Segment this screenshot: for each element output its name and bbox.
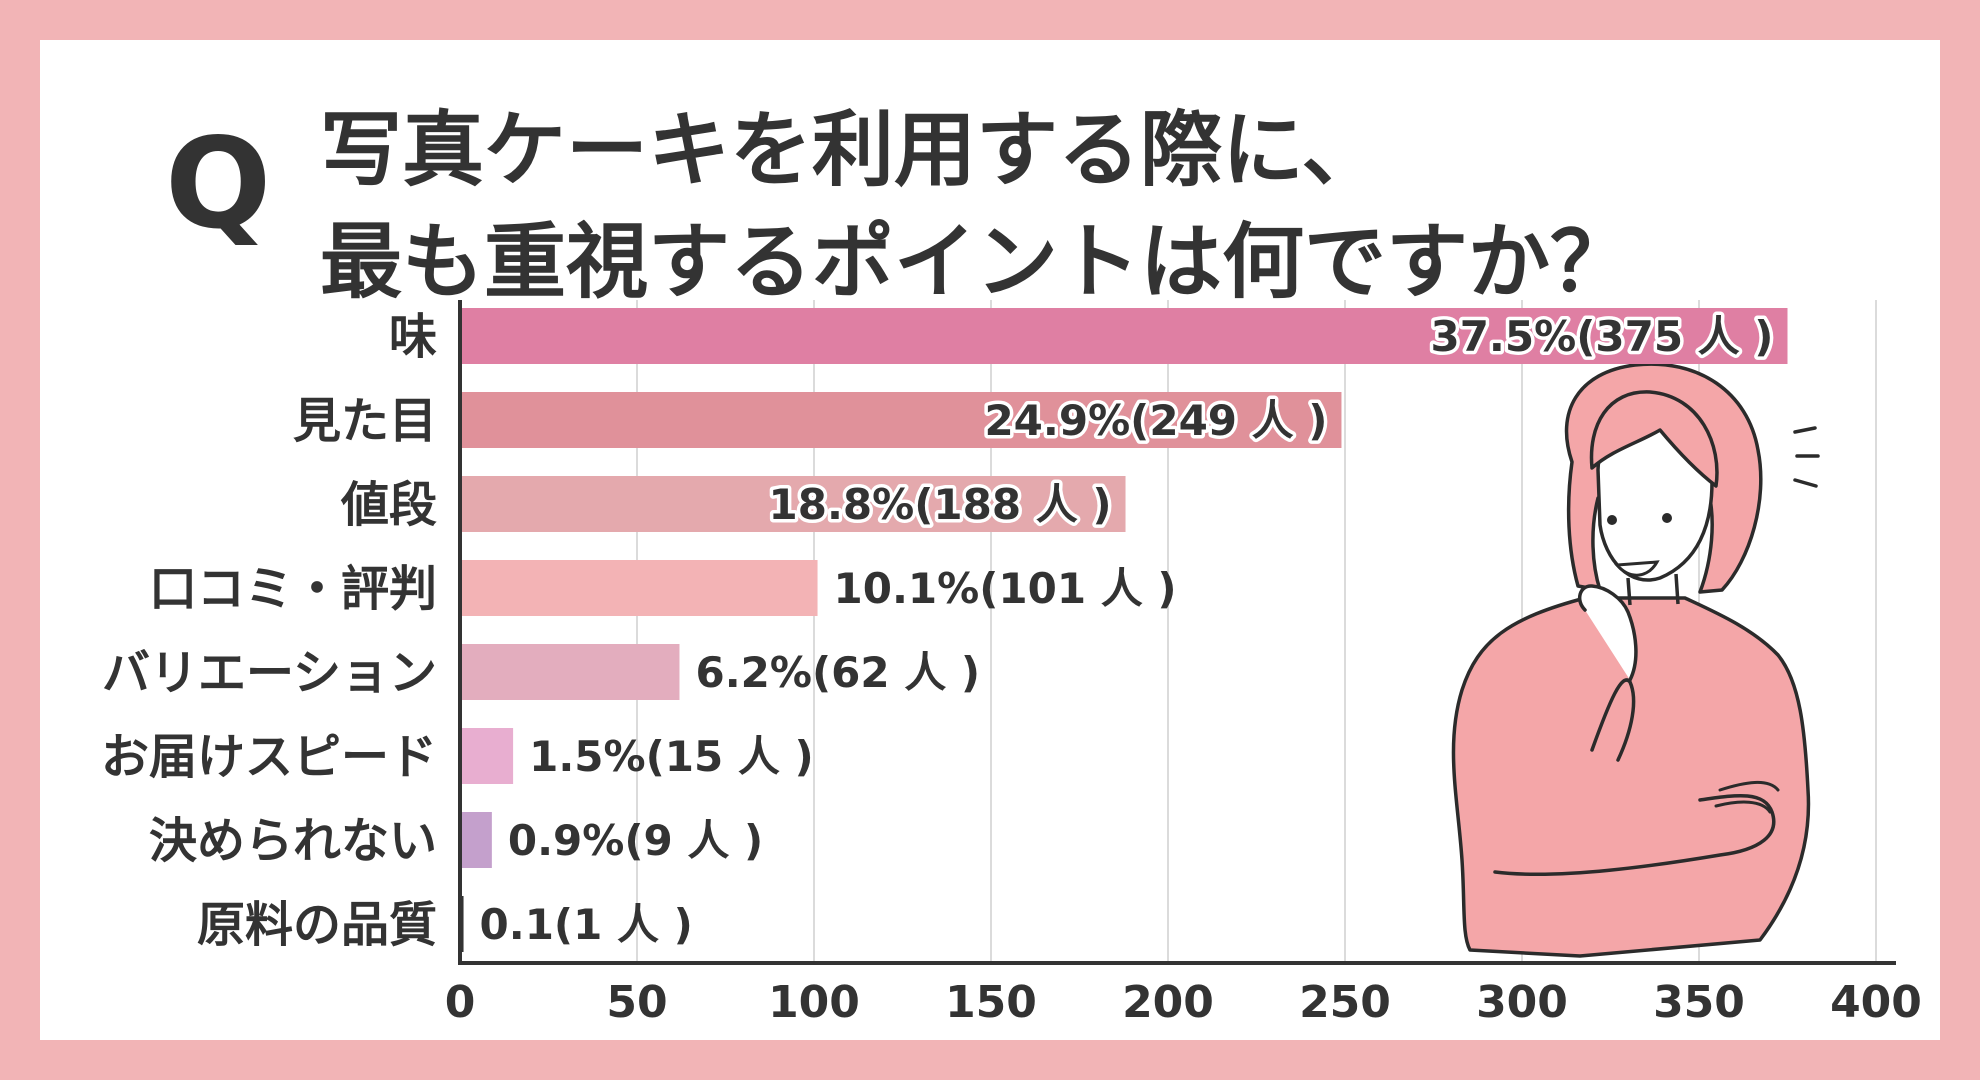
category-label: お届けスピード bbox=[101, 729, 437, 785]
x-tick-label: 0 bbox=[445, 977, 476, 1028]
bar bbox=[460, 812, 492, 868]
category-label: 値段 bbox=[340, 477, 437, 533]
data-label: 10.1%(101 人 ) bbox=[834, 564, 1177, 613]
data-label: 1.5%(15 人 ) bbox=[529, 732, 814, 781]
chart-title-line-2: 最も重視するポイントは何ですか？ bbox=[320, 215, 1633, 310]
axes bbox=[458, 300, 1896, 965]
bar bbox=[460, 476, 1126, 532]
bar bbox=[460, 560, 818, 616]
category-label: バリエーション bbox=[102, 645, 437, 701]
data-label: 18.8%(188 人 ) bbox=[769, 480, 1112, 529]
x-tick-label: 300 bbox=[1476, 977, 1568, 1028]
bar bbox=[460, 392, 1342, 448]
data-labels: 37.5%(375 人 ) 24.9%(249 人 ) 18.8%(188 人 ) 1… bbox=[480, 309, 1777, 950]
data-label: 37.5%(375 人 ) bbox=[1430, 312, 1773, 361]
data-label: 0.9%(9 人 ) bbox=[508, 816, 763, 865]
x-tick-label: 150 bbox=[945, 977, 1037, 1028]
x-tick-label: 200 bbox=[1122, 977, 1214, 1028]
x-tick-label: 350 bbox=[1653, 977, 1745, 1028]
question-mark-label: Q bbox=[165, 112, 272, 257]
x-tick-labels: 0 50 100 150 200 250 300 350 400 bbox=[445, 977, 1922, 1028]
bars bbox=[460, 308, 1788, 952]
data-label: 0.1(1 人 ) bbox=[480, 900, 693, 949]
category-label: 味 bbox=[389, 309, 437, 365]
data-label: 6.2%(62 人 ) bbox=[695, 648, 980, 697]
x-tick-label: 400 bbox=[1830, 977, 1922, 1028]
x-tick-label: 100 bbox=[768, 977, 860, 1028]
bar bbox=[460, 728, 514, 784]
thinking-woman-icon bbox=[1451, 362, 1820, 958]
bar bbox=[460, 308, 1788, 364]
category-label: 原料の品質 bbox=[197, 897, 437, 953]
category-label: 見た目 bbox=[293, 393, 437, 449]
x-tick-label: 250 bbox=[1299, 977, 1391, 1028]
category-label: 口コミ・評判 bbox=[149, 561, 437, 617]
bar bbox=[460, 644, 680, 700]
chart-title-line-1: 写真ケーキを利用する際に、 bbox=[320, 103, 1384, 198]
category-label: 決められない bbox=[149, 813, 437, 869]
data-label: 24.9%(249 人 ) bbox=[984, 396, 1327, 445]
x-tick-label: 50 bbox=[606, 977, 667, 1028]
